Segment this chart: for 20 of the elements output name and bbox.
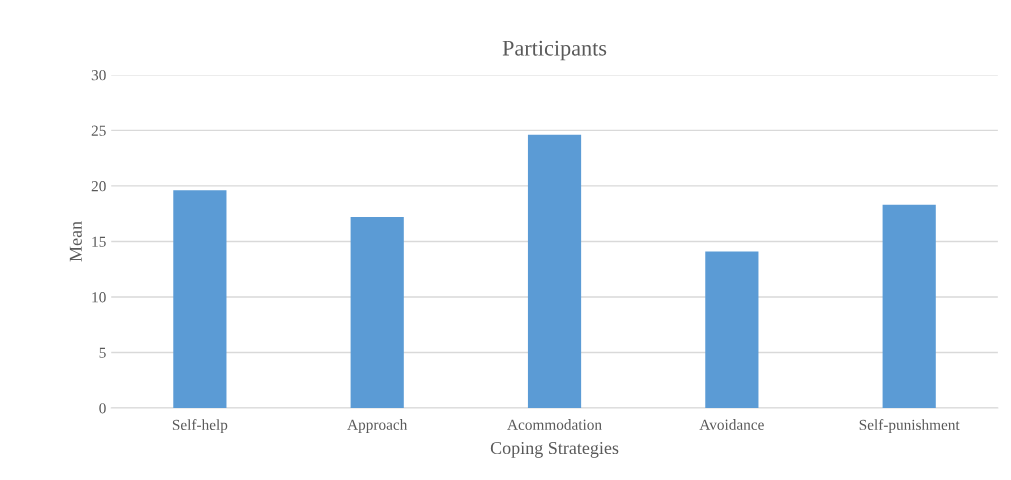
y-tick-label: 20 xyxy=(91,181,106,192)
bar xyxy=(705,251,759,408)
y-tick-label: 25 xyxy=(91,125,106,136)
y-tick-label: 0 xyxy=(99,403,106,414)
x-tick-label: Approach xyxy=(347,419,408,433)
y-tick-label: 15 xyxy=(92,236,106,247)
bar xyxy=(882,204,936,408)
bar xyxy=(173,190,227,408)
y-tick-label: 10 xyxy=(92,292,106,303)
x-tick-label: Avoidance xyxy=(699,419,764,430)
bar xyxy=(350,217,404,408)
x-tick-label: Acommodation xyxy=(507,419,602,430)
x-axis-title: Coping Strategies xyxy=(490,441,619,458)
y-axis-title: Mean xyxy=(69,221,82,262)
x-tick-label: Self-punishment xyxy=(859,419,960,434)
y-tick-label: 30 xyxy=(91,70,106,81)
y-tick-label: 5 xyxy=(99,347,106,358)
chart-title: Participants xyxy=(502,40,607,61)
x-tick-label: Self-help xyxy=(172,419,228,434)
bar xyxy=(527,134,582,408)
